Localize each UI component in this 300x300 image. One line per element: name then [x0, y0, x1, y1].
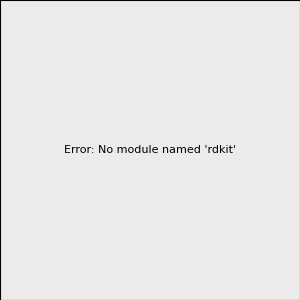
Text: Error: No module named 'rdkit': Error: No module named 'rdkit'	[64, 145, 236, 155]
